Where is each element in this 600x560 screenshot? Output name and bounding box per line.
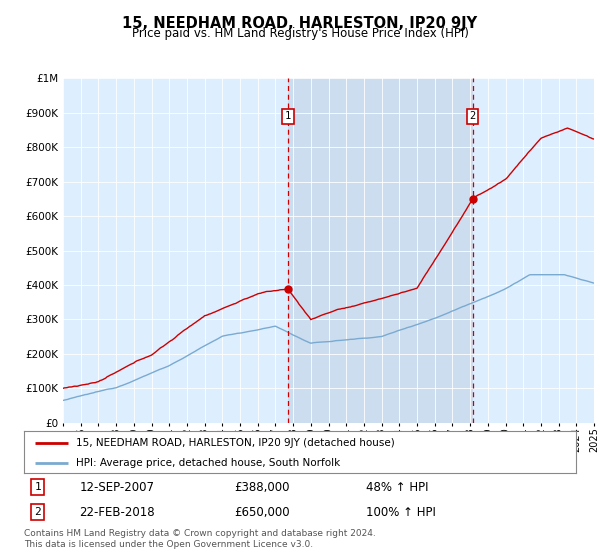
Text: 48% ↑ HPI: 48% ↑ HPI [366, 480, 429, 493]
Text: 15, NEEDHAM ROAD, HARLESTON, IP20 9JY (detached house): 15, NEEDHAM ROAD, HARLESTON, IP20 9JY (d… [76, 438, 395, 448]
Text: £388,000: £388,000 [234, 480, 289, 493]
Text: HPI: Average price, detached house, South Norfolk: HPI: Average price, detached house, Sout… [76, 458, 341, 468]
Text: £650,000: £650,000 [234, 506, 289, 519]
Text: 1: 1 [284, 111, 291, 122]
Text: 2: 2 [470, 111, 476, 122]
Text: 22-FEB-2018: 22-FEB-2018 [79, 506, 155, 519]
Text: Contains HM Land Registry data © Crown copyright and database right 2024.
This d: Contains HM Land Registry data © Crown c… [24, 529, 376, 549]
Text: 15, NEEDHAM ROAD, HARLESTON, IP20 9JY: 15, NEEDHAM ROAD, HARLESTON, IP20 9JY [122, 16, 478, 31]
Text: Price paid vs. HM Land Registry's House Price Index (HPI): Price paid vs. HM Land Registry's House … [131, 27, 469, 40]
Text: 12-SEP-2007: 12-SEP-2007 [79, 480, 154, 493]
Text: 2: 2 [34, 507, 41, 517]
Text: 100% ↑ HPI: 100% ↑ HPI [366, 506, 436, 519]
Bar [288, 78, 473, 423]
Text: 1: 1 [34, 482, 41, 492]
